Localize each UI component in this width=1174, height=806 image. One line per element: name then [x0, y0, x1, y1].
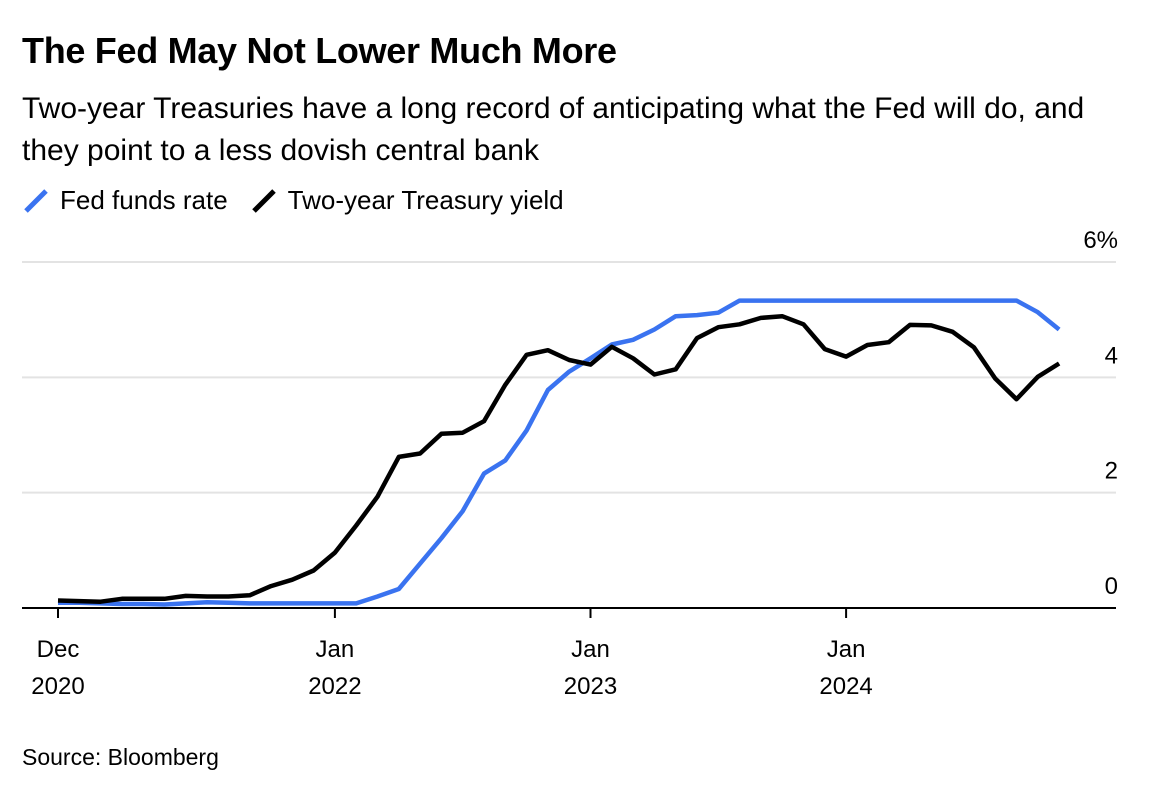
- source-note: Source: Bloomberg: [22, 744, 219, 770]
- legend-swatch-fed-funds-icon: [24, 189, 48, 213]
- chart-title: The Fed May Not Lower Much More: [22, 30, 617, 71]
- x-tick-label-month: Dec: [37, 636, 80, 663]
- x-tick-label-year: 2024: [819, 673, 872, 700]
- y-axis-labels: 0 2 4 6%: [1083, 227, 1118, 600]
- line-chart: 0 2 4 6% Dec 2020 Jan 2022 Jan 2023 Jan 2024: [22, 227, 1118, 700]
- legend-item-treasury: Two-year Treasury yield: [250, 185, 564, 216]
- x-tick-label-year: 2023: [564, 673, 617, 700]
- series-line-fed-funds: [58, 298, 1061, 607]
- series-line-treasury: [57, 313, 1061, 604]
- legend-label-fed-funds: Fed funds rate: [60, 184, 228, 215]
- x-tick-label-month: Jan: [316, 636, 355, 663]
- series-lines: [57, 298, 1061, 607]
- y-tick-label: 2: [1105, 458, 1118, 485]
- y-tick-label: 4: [1105, 342, 1118, 369]
- x-tick-label-year: 2020: [31, 673, 84, 700]
- legend-label-treasury: Two-year Treasury yield: [287, 184, 564, 215]
- legend: Fed funds rate Two-year Treasury yield: [22, 184, 586, 216]
- y-tick-label: 0: [1105, 573, 1118, 600]
- legend-item-fed-funds: Fed funds rate: [22, 185, 228, 216]
- legend-swatch-treasury-icon: [251, 189, 276, 213]
- x-tick-label-year: 2022: [308, 673, 361, 700]
- grid-lines: [22, 261, 1116, 494]
- x-tick-label-month: Jan: [827, 636, 866, 663]
- x-axis: Dec 2020 Jan 2022 Jan 2023 Jan 2024: [22, 607, 1116, 700]
- y-tick-label: 6%: [1083, 227, 1118, 254]
- chart-subtitle: Two-year Treasuries have a long record o…: [22, 92, 1085, 167]
- x-tick-label-month: Jan: [571, 636, 610, 663]
